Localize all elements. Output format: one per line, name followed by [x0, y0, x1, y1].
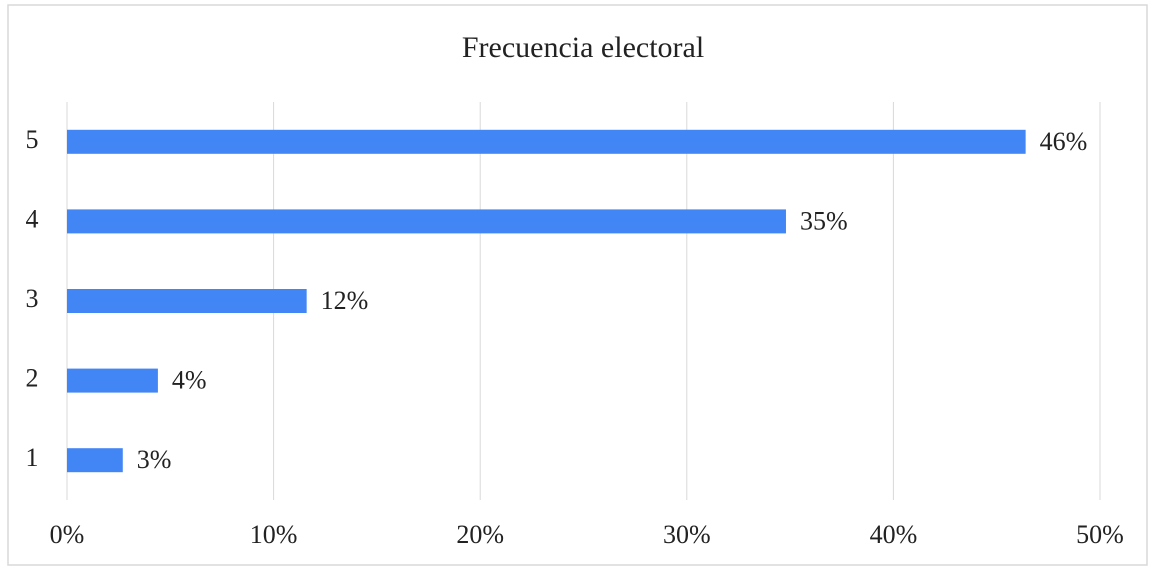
bar	[67, 448, 123, 473]
x-tick-label: 40%	[870, 520, 918, 549]
bar	[67, 368, 158, 393]
y-tick-label: 3	[26, 284, 39, 313]
y-tick-label: 2	[26, 364, 39, 393]
data-label: 3%	[137, 445, 172, 474]
bar	[67, 289, 307, 313]
x-tick-label: 10%	[250, 520, 298, 549]
x-tick-label: 0%	[50, 520, 85, 549]
y-tick-label: 4	[26, 204, 39, 233]
x-tick-label: 20%	[456, 520, 504, 549]
y-tick-label: 5	[26, 125, 39, 154]
chart-title: Frecuencia electoral	[462, 31, 704, 64]
x-tick-label: 30%	[663, 520, 711, 549]
data-label: 12%	[321, 286, 369, 315]
bar	[67, 129, 1026, 154]
data-label: 35%	[800, 206, 848, 235]
data-label: 4%	[172, 366, 207, 395]
chart-frame	[7, 4, 1148, 566]
bar	[67, 209, 786, 234]
y-tick-label: 1	[26, 443, 39, 472]
data-label: 46%	[1040, 127, 1088, 156]
x-tick-label: 50%	[1076, 520, 1124, 549]
